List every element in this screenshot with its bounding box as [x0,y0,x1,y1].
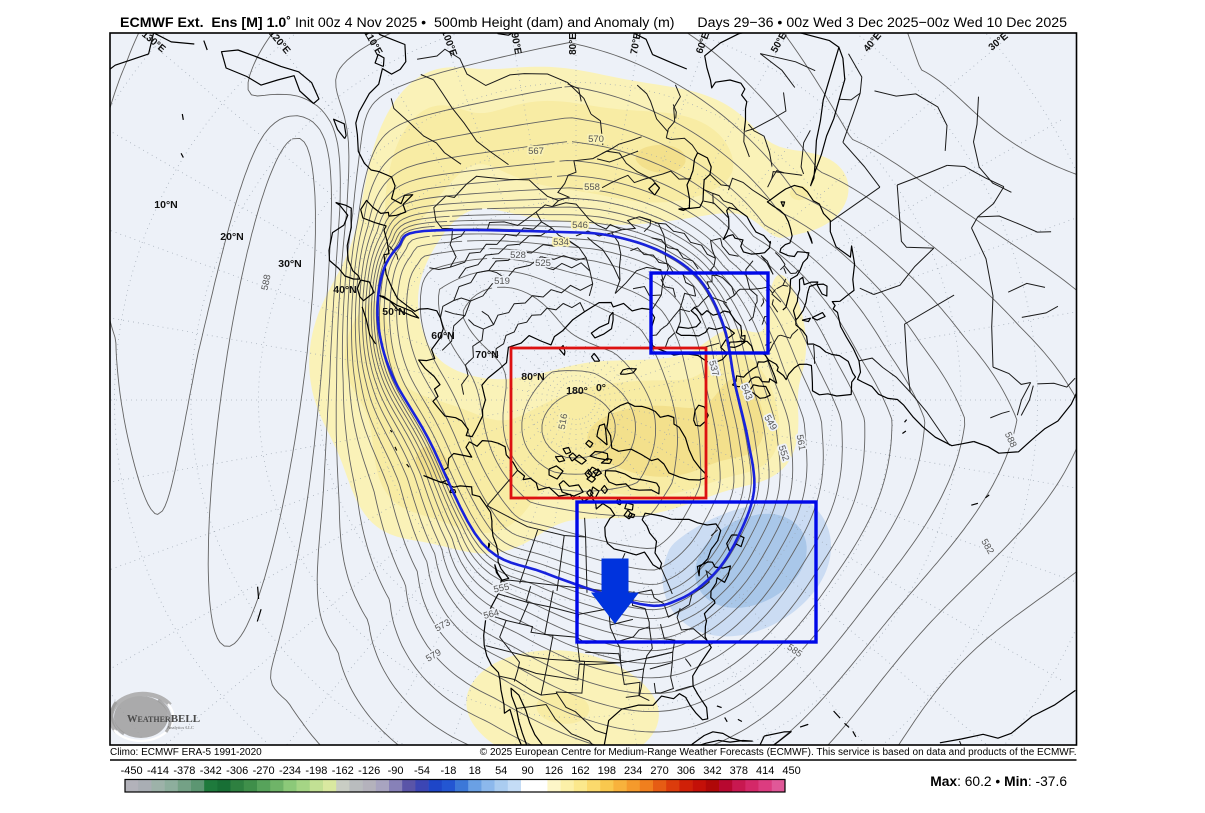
svg-text:567: 567 [528,146,544,157]
svg-text:570: 570 [588,134,604,145]
svg-text:-126: -126 [358,765,380,777]
svg-text:378: 378 [730,765,748,777]
svg-text:18: 18 [469,765,481,777]
svg-text:Max: 60.2 • Min: -37.6: Max: 60.2 • Min: -37.6 [930,774,1067,789]
svg-text:90°E: 90°E [508,32,523,56]
svg-text:Climo: ECMWF ERA-5 1991-2020: Climo: ECMWF ERA-5 1991-2020 [110,747,262,758]
svg-text:555: 555 [493,582,511,596]
svg-text:516: 516 [557,413,571,431]
svg-text:-306: -306 [226,765,248,777]
svg-text:180°: 180° [566,385,588,397]
svg-text:30°N: 30°N [278,258,301,270]
svg-text:-18: -18 [440,765,456,777]
svg-text:-54: -54 [414,765,430,777]
svg-text:10°N: 10°N [154,199,177,211]
svg-text:525: 525 [535,258,551,269]
svg-text:90: 90 [521,765,533,777]
svg-text:198: 198 [598,765,616,777]
svg-text:450: 450 [782,765,800,777]
svg-text:Analytics LLC: Analytics LLC [167,725,194,730]
svg-text:561: 561 [794,434,808,452]
svg-text:WEATHERBELL: WEATHERBELL [127,713,200,725]
svg-text:126: 126 [545,765,563,777]
svg-text:534: 534 [553,237,569,248]
svg-text:70°N: 70°N [475,349,498,361]
svg-text:© 2025 European Centre for Med: © 2025 European Centre for Medium-Range … [480,747,1077,758]
svg-text:234: 234 [624,765,642,777]
svg-text:588: 588 [260,274,274,292]
svg-text:-270: -270 [253,765,275,777]
svg-text:0°: 0° [596,382,606,394]
svg-text:40°N: 40°N [333,284,356,296]
svg-text:50°N: 50°N [382,306,405,318]
svg-text:-342: -342 [200,765,222,777]
svg-text:162: 162 [571,765,589,777]
svg-text:Days 29−36 • 00z Wed 3 Dec 202: Days 29−36 • 00z Wed 3 Dec 2025−00z Wed … [697,15,1067,31]
svg-text:80°E: 80°E [568,33,579,55]
svg-text:-198: -198 [305,765,327,777]
svg-text:-234: -234 [279,765,301,777]
svg-text:306: 306 [677,765,695,777]
svg-text:ECMWF Ext. Ens [M] 1.0˚ Init: ECMWF Ext. Ens [M] 1.0˚ Init 00z 4 Nov 2… [120,15,675,31]
svg-text:528: 528 [510,250,526,261]
svg-text:-414: -414 [147,765,169,777]
svg-text:70°E: 70°E [629,32,644,56]
svg-text:-162: -162 [332,765,354,777]
svg-text:519: 519 [494,276,510,287]
svg-text:60°N: 60°N [431,330,454,342]
svg-text:20°N: 20°N [220,231,243,243]
svg-text:54: 54 [495,765,507,777]
svg-text:414: 414 [756,765,774,777]
svg-text:-90: -90 [388,765,404,777]
svg-text:80°N: 80°N [521,371,544,383]
svg-text:558: 558 [584,182,600,193]
svg-text:342: 342 [703,765,721,777]
svg-text:-378: -378 [173,765,195,777]
svg-text:-450: -450 [121,765,143,777]
svg-text:546: 546 [572,220,588,231]
svg-text:270: 270 [650,765,668,777]
